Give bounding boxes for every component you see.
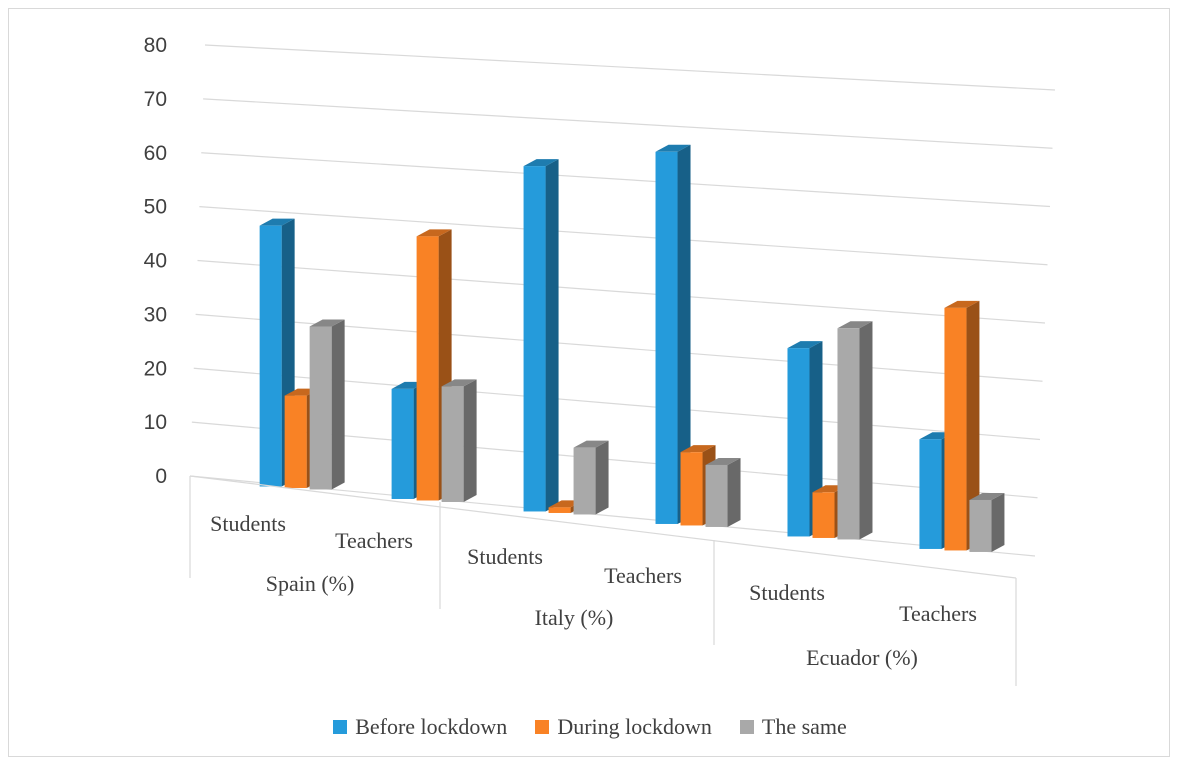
bar	[523, 166, 546, 512]
bar-top	[573, 440, 609, 448]
bar	[837, 328, 860, 540]
bar	[705, 464, 728, 527]
bar-top	[680, 445, 716, 453]
bar	[573, 447, 596, 515]
y-tick-label: 20	[144, 357, 167, 380]
bar	[787, 348, 810, 537]
bar-side	[966, 300, 980, 551]
y-tick-label: 60	[144, 142, 167, 165]
category-label: Teachers	[604, 563, 682, 588]
category-label: Students	[467, 544, 543, 569]
bar	[441, 386, 464, 502]
bar-top	[655, 144, 691, 152]
bar-top	[259, 218, 295, 226]
y-tick-label: 70	[144, 88, 167, 111]
bar-side	[991, 492, 1005, 552]
bar	[969, 499, 992, 552]
bar-side	[595, 440, 609, 515]
legend-label: During lockdown	[557, 714, 712, 739]
bar-top	[969, 492, 1005, 500]
bar-side	[859, 321, 873, 540]
y-tick-label: 50	[144, 196, 167, 219]
bar-top	[441, 379, 477, 387]
y-tick-label: 40	[144, 250, 167, 273]
bar	[944, 307, 967, 551]
y-tick-label: 80	[144, 34, 167, 57]
bar	[919, 439, 942, 549]
group-label: Ecuador (%)	[806, 645, 918, 670]
y-tick-label: 0	[155, 465, 167, 488]
legend-item: The same	[739, 714, 847, 740]
bar	[391, 388, 414, 499]
category-axis-line	[189, 475, 1017, 579]
bar-side	[545, 159, 559, 512]
gridline	[204, 44, 1056, 91]
bar	[284, 395, 307, 488]
bar	[812, 492, 835, 538]
legend-label: Before lockdown	[355, 714, 508, 739]
group-label: Italy (%)	[535, 605, 614, 630]
legend-label: The same	[761, 714, 847, 739]
bar	[548, 507, 571, 513]
bar	[416, 236, 439, 501]
legend-swatch	[739, 720, 754, 734]
bar-top	[944, 300, 980, 308]
gridline	[201, 152, 1051, 208]
legend-swatch	[333, 720, 348, 734]
bar	[309, 326, 332, 490]
category-label: Teachers	[899, 601, 977, 626]
bar-side	[677, 144, 691, 524]
bar	[680, 452, 703, 526]
legend: Before lockdown During lockdown The same	[0, 714, 1180, 740]
bar	[259, 225, 282, 487]
gridline	[199, 206, 1048, 266]
y-tick-label: 10	[144, 411, 167, 434]
legend-item: Before lockdown	[333, 714, 507, 740]
gridline	[203, 98, 1053, 149]
bar-top	[787, 341, 823, 349]
category-label: Teachers	[335, 528, 413, 553]
bar-side	[809, 341, 823, 537]
legend-swatch	[535, 720, 550, 734]
bar-top	[837, 321, 873, 329]
bar-side	[727, 457, 741, 527]
y-tick-label: 30	[144, 303, 167, 326]
group-label: Spain (%)	[266, 571, 355, 596]
gridline	[197, 259, 1046, 324]
bar	[655, 151, 678, 524]
bar-side	[463, 379, 477, 502]
category-label: Students	[749, 580, 825, 605]
bar-top	[309, 319, 345, 327]
bar-top	[705, 457, 741, 465]
category-label: Students	[210, 511, 286, 536]
bar-top	[416, 229, 452, 237]
bar-top	[523, 159, 559, 167]
legend-item: During lockdown	[535, 714, 712, 740]
bar-side	[331, 319, 345, 490]
